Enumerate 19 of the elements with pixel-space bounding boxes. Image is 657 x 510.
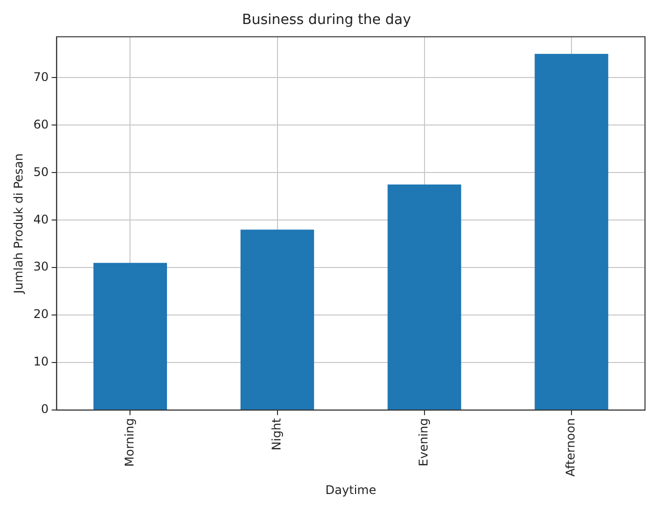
- y-tick-label: 10: [33, 354, 49, 369]
- y-tick-label: 50: [33, 164, 49, 179]
- y-tick-label: 20: [33, 307, 49, 322]
- x-tick-label: Night: [269, 418, 284, 450]
- x-tick-label: Morning: [122, 418, 136, 467]
- bar: [534, 54, 608, 410]
- bar: [388, 184, 462, 410]
- y-tick-label: 40: [33, 212, 49, 226]
- y-tick-label: 30: [33, 260, 49, 274]
- chart-title: Business during the day: [242, 12, 411, 28]
- x-axis-title: Daytime: [325, 482, 376, 497]
- x-tick-label: Afternoon: [564, 418, 578, 477]
- bar: [93, 262, 167, 410]
- bar: [240, 230, 314, 410]
- y-tick-label: 60: [33, 117, 49, 132]
- y-axis-title: Jumlah Produk di Pesan: [11, 153, 26, 295]
- y-tick-label: 0: [41, 402, 49, 416]
- x-tick-label: Evening: [416, 418, 430, 466]
- y-tick-label: 70: [33, 70, 49, 84]
